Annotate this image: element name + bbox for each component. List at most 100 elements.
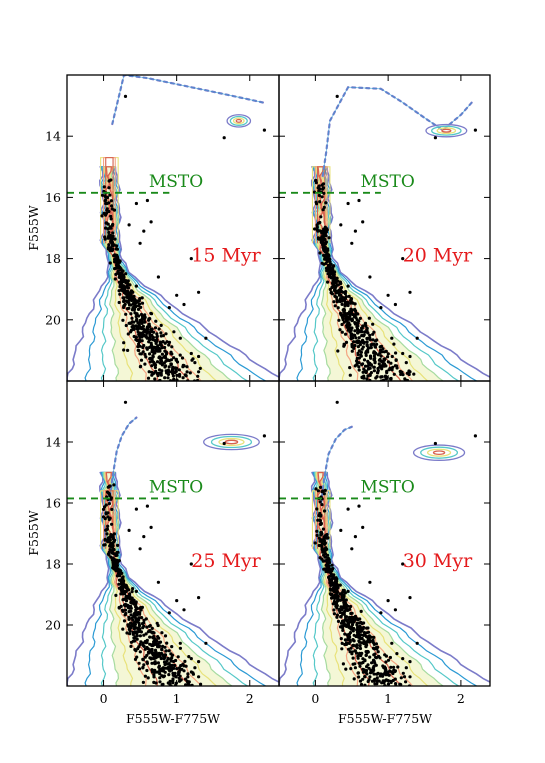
star-point bbox=[347, 625, 351, 629]
star-point bbox=[146, 376, 151, 380]
star-point bbox=[149, 341, 153, 345]
star-point bbox=[392, 342, 396, 346]
clump-contour bbox=[210, 435, 253, 449]
star-point bbox=[127, 306, 131, 310]
star-point bbox=[179, 678, 183, 682]
star-point bbox=[128, 632, 132, 636]
star-point bbox=[169, 350, 173, 354]
star-point bbox=[336, 283, 340, 287]
star-point bbox=[351, 638, 355, 642]
star-point bbox=[153, 377, 157, 381]
star-point bbox=[335, 588, 339, 592]
field-star bbox=[197, 354, 201, 359]
star-point bbox=[166, 372, 171, 376]
star-point bbox=[316, 221, 320, 225]
star-point bbox=[108, 193, 112, 197]
star-point bbox=[350, 326, 354, 330]
star-point bbox=[364, 353, 368, 357]
star-point bbox=[368, 333, 372, 337]
star-point bbox=[367, 635, 371, 639]
star-point bbox=[198, 366, 202, 370]
star-point bbox=[178, 372, 182, 377]
field-star bbox=[182, 669, 186, 673]
star-point bbox=[123, 608, 128, 612]
star-point bbox=[391, 365, 395, 369]
star-point bbox=[127, 291, 131, 295]
star-point bbox=[344, 615, 349, 619]
star-point bbox=[100, 193, 105, 197]
star-point bbox=[172, 666, 176, 671]
star-point bbox=[156, 661, 160, 665]
star-point bbox=[349, 611, 353, 616]
star-point bbox=[125, 631, 129, 635]
star-point bbox=[118, 292, 122, 296]
star-point bbox=[116, 271, 120, 275]
star-point bbox=[170, 663, 174, 668]
star-point bbox=[137, 667, 142, 671]
star-point bbox=[159, 656, 163, 661]
star-point bbox=[366, 367, 371, 371]
panel-25-myr bbox=[67, 400, 279, 686]
star-point bbox=[136, 321, 140, 325]
star-point bbox=[372, 358, 376, 362]
star-point bbox=[137, 627, 141, 631]
star-point bbox=[182, 664, 186, 668]
evolved-track-inner bbox=[320, 426, 352, 504]
star-point bbox=[180, 356, 185, 360]
star-point bbox=[358, 644, 362, 648]
star-point bbox=[129, 621, 133, 625]
star-point bbox=[371, 338, 375, 342]
star-point bbox=[166, 368, 170, 372]
star-point bbox=[147, 370, 151, 374]
star-point bbox=[341, 588, 345, 593]
star-point bbox=[132, 327, 136, 331]
star-point bbox=[384, 364, 388, 368]
star-point bbox=[163, 653, 168, 657]
field-star bbox=[361, 220, 365, 224]
field-star bbox=[189, 257, 193, 261]
star-point bbox=[376, 369, 380, 373]
star-point bbox=[116, 260, 120, 264]
star-point bbox=[105, 201, 109, 206]
star-point bbox=[342, 342, 346, 346]
star-point bbox=[332, 271, 336, 275]
star-point bbox=[107, 243, 111, 247]
star-point bbox=[353, 364, 357, 368]
star-point bbox=[319, 522, 323, 527]
star-point bbox=[344, 340, 349, 344]
star-point bbox=[373, 652, 377, 656]
field-star bbox=[193, 361, 197, 365]
field-star bbox=[393, 669, 397, 673]
star-point bbox=[355, 360, 359, 364]
star-point bbox=[160, 648, 164, 652]
star-point bbox=[347, 294, 351, 298]
star-point bbox=[171, 678, 175, 683]
star-point bbox=[321, 245, 325, 249]
star-point bbox=[412, 372, 416, 376]
star-point bbox=[366, 359, 370, 363]
star-point bbox=[104, 221, 108, 225]
star-point bbox=[377, 358, 381, 362]
star-point bbox=[142, 644, 146, 649]
star-point bbox=[324, 261, 328, 265]
star-point bbox=[316, 489, 320, 493]
star-point bbox=[107, 230, 111, 235]
axes-frame bbox=[278, 380, 491, 687]
star-point bbox=[154, 369, 158, 373]
star-point bbox=[146, 630, 150, 634]
star-point bbox=[370, 661, 374, 665]
star-point bbox=[132, 624, 136, 628]
star-point bbox=[120, 584, 124, 588]
labels-layer: MSTO 15 Myr MSTO 20 Myr MSTO 25 Myr MSTO 30 Myr bbox=[149, 172, 473, 572]
star-point bbox=[326, 264, 331, 268]
star-point bbox=[132, 612, 137, 616]
star-point bbox=[111, 234, 115, 238]
star-point bbox=[138, 344, 142, 348]
star-point bbox=[320, 195, 324, 199]
star-point bbox=[348, 373, 352, 377]
star-point bbox=[162, 674, 166, 678]
star-point bbox=[337, 598, 341, 602]
star-point bbox=[162, 666, 166, 671]
star-point bbox=[320, 503, 324, 507]
star-point bbox=[138, 611, 142, 615]
